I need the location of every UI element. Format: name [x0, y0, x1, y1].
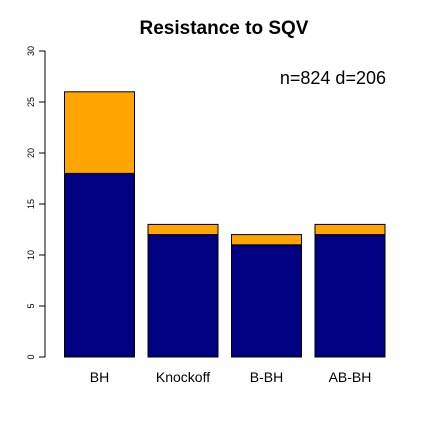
bar-b-bh-segment-1 [231, 244, 302, 358]
bar-ab-bh-segment-2 [314, 223, 386, 236]
x-category-label: Knockoff [156, 369, 210, 385]
y-tick-label: 15 [26, 199, 36, 209]
x-category-label: B-BH [250, 369, 283, 385]
y-tick-label: 20 [26, 148, 36, 158]
bar-bh-segment-1 [64, 172, 135, 358]
bar-knockoff-segment-2 [147, 223, 219, 236]
y-tick-label: 30 [26, 46, 36, 56]
bar-bh-segment-2 [64, 91, 135, 174]
y-tick-label: 10 [26, 250, 36, 260]
chart-annotation: n=824 d=206 [280, 68, 386, 88]
x-category-label: AB-BH [329, 369, 372, 385]
y-tick-label: 5 [26, 303, 36, 308]
y-tick-label: 25 [26, 97, 36, 107]
bar-ab-bh-segment-1 [314, 234, 386, 358]
bar-b-bh-segment-2 [231, 234, 302, 246]
bar-knockoff-segment-1 [147, 234, 219, 358]
chart-title: Resistance to SQV [140, 18, 309, 39]
x-axis-labels: BH Knockoff B-BH AB-BH [90, 369, 372, 385]
x-category-label: BH [90, 369, 109, 385]
y-tick-label: 0 [26, 354, 36, 359]
bars [64, 91, 386, 358]
y-axis: 0 5 10 15 20 25 30 [26, 46, 46, 360]
